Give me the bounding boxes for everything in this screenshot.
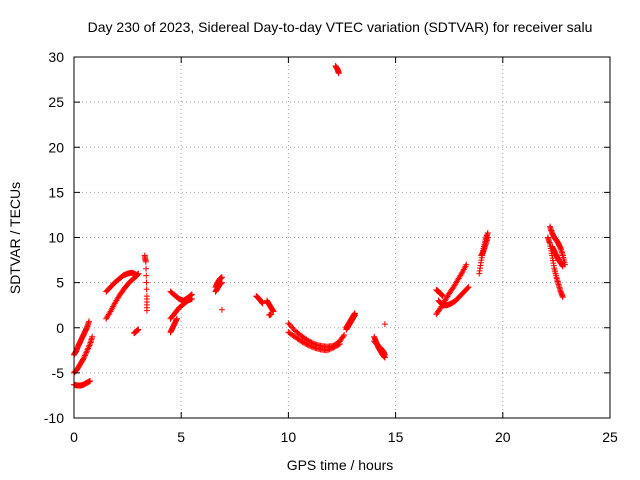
data-point bbox=[143, 286, 150, 293]
data-point bbox=[82, 351, 89, 358]
data-point bbox=[300, 339, 307, 346]
data-points bbox=[71, 63, 568, 389]
data-point bbox=[305, 342, 312, 349]
data-point bbox=[327, 345, 334, 352]
data-point bbox=[87, 377, 94, 384]
data-point bbox=[309, 344, 316, 351]
data-point bbox=[143, 279, 150, 286]
x-axis-label: GPS time / hours bbox=[287, 457, 394, 473]
data-point bbox=[329, 345, 336, 352]
data-point bbox=[332, 343, 339, 350]
data-point bbox=[106, 309, 113, 316]
x-tick-label: 0 bbox=[70, 429, 78, 445]
data-point bbox=[340, 333, 347, 340]
data-point bbox=[335, 341, 342, 348]
grid-lines bbox=[74, 57, 610, 418]
data-point bbox=[285, 320, 292, 327]
data-point bbox=[323, 347, 330, 354]
data-point bbox=[458, 271, 465, 278]
y-tick-label: 20 bbox=[48, 139, 64, 155]
data-point bbox=[303, 341, 310, 348]
data-point bbox=[484, 234, 491, 241]
data-point bbox=[81, 353, 88, 360]
data-point bbox=[330, 344, 337, 351]
data-point bbox=[218, 279, 225, 286]
axis-ticks: 0 5 10 15 20 25 -10 -5 0 5 10 15 20 25 30 bbox=[44, 49, 618, 445]
data-point bbox=[135, 270, 142, 277]
data-point bbox=[304, 341, 311, 348]
data-point bbox=[559, 294, 566, 301]
data-point bbox=[326, 346, 333, 353]
y-tick-label: 15 bbox=[48, 184, 64, 200]
data-point bbox=[218, 274, 225, 281]
data-point bbox=[85, 343, 92, 350]
data-point bbox=[290, 326, 297, 333]
data-point bbox=[334, 342, 341, 349]
x-tick-label: 20 bbox=[495, 429, 511, 445]
data-point bbox=[83, 348, 90, 355]
data-point bbox=[289, 324, 296, 331]
data-point bbox=[81, 352, 88, 359]
data-point bbox=[143, 307, 150, 314]
data-point bbox=[86, 318, 93, 325]
data-point bbox=[308, 343, 315, 350]
data-point bbox=[286, 321, 293, 328]
x-tick-label: 5 bbox=[177, 429, 185, 445]
x-tick-label: 15 bbox=[388, 429, 404, 445]
data-point bbox=[381, 321, 388, 328]
data-point bbox=[287, 323, 294, 330]
data-point bbox=[465, 284, 472, 291]
y-axis-label: SDTVAR / TECUs bbox=[7, 182, 23, 294]
data-point bbox=[84, 346, 91, 353]
data-point bbox=[325, 346, 332, 353]
y-tick-label: -5 bbox=[52, 365, 65, 381]
data-point bbox=[464, 285, 471, 292]
y-tick-label: 5 bbox=[56, 275, 64, 291]
data-point bbox=[335, 70, 342, 77]
chart-title: Day 230 of 2023, Sidereal Day-to-day VTE… bbox=[88, 19, 593, 35]
data-point bbox=[351, 312, 358, 319]
data-point bbox=[218, 306, 225, 313]
x-tick-label: 10 bbox=[281, 429, 297, 445]
data-point bbox=[268, 311, 275, 318]
data-point bbox=[173, 315, 180, 322]
data-point bbox=[381, 354, 388, 361]
data-point bbox=[89, 333, 96, 340]
data-point bbox=[559, 263, 566, 270]
data-point bbox=[86, 342, 93, 349]
data-point bbox=[463, 261, 470, 268]
data-point bbox=[143, 265, 150, 272]
data-point bbox=[336, 340, 343, 347]
data-point bbox=[85, 345, 92, 352]
data-point bbox=[80, 355, 87, 362]
y-tick-label: 30 bbox=[48, 49, 64, 65]
data-point bbox=[302, 340, 309, 347]
data-point bbox=[83, 349, 90, 356]
data-point bbox=[135, 326, 142, 333]
data-point bbox=[259, 300, 266, 307]
x-tick-label: 25 bbox=[602, 429, 618, 445]
data-point bbox=[439, 293, 446, 300]
y-tick-label: 0 bbox=[56, 320, 64, 336]
y-tick-label: -10 bbox=[44, 410, 64, 426]
y-tick-label: 25 bbox=[48, 94, 64, 110]
data-point bbox=[298, 338, 305, 345]
data-point bbox=[307, 342, 314, 349]
data-point bbox=[188, 295, 195, 302]
data-point bbox=[80, 356, 87, 363]
data-point bbox=[299, 339, 306, 346]
data-point bbox=[143, 272, 150, 279]
data-point bbox=[331, 343, 338, 350]
y-tick-label: 10 bbox=[48, 230, 64, 246]
data-point bbox=[142, 258, 149, 265]
data-point bbox=[341, 331, 348, 338]
